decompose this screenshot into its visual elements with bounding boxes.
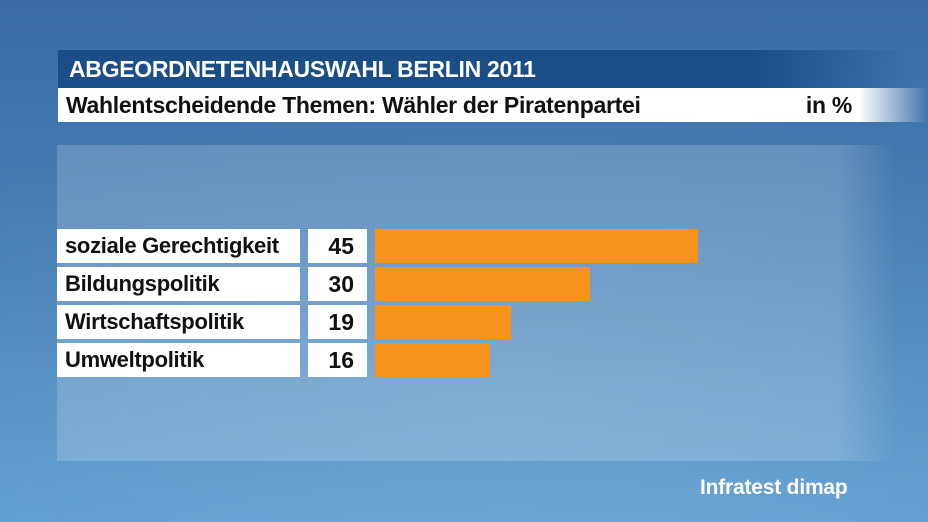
category-label: soziale Gerechtigkeit — [57, 229, 300, 263]
header-subtitle-bar: Wahlentscheidende Themen: Wähler der Pir… — [58, 88, 928, 122]
source-credit: Infratest dimap — [700, 476, 848, 499]
category-label: Wirtschaftspolitik — [57, 305, 300, 339]
value-label: 19 — [308, 305, 367, 339]
bar — [375, 267, 590, 301]
header-title-bar: ABGEORDNETENHAUSWAHL BERLIN 2011 — [58, 50, 928, 88]
category-label: Umweltpolitik — [57, 343, 300, 377]
value-label: 30 — [308, 267, 367, 301]
chart-row: Wirtschaftspolitik 19 — [57, 305, 698, 339]
unit-label: in % — [805, 92, 852, 118]
chart-subtitle: Wahlentscheidende Themen: Wähler der Pir… — [66, 92, 641, 118]
chart-panel — [57, 145, 895, 461]
bar — [375, 343, 490, 377]
category-label: Bildungspolitik — [57, 267, 300, 301]
chart-row: Umweltpolitik 16 — [57, 343, 698, 377]
bar — [375, 229, 698, 263]
bar — [375, 305, 511, 339]
chart-row: soziale Gerechtigkeit 45 — [57, 229, 698, 263]
value-label: 45 — [308, 229, 367, 263]
page-title: ABGEORDNETENHAUSWAHL BERLIN 2011 — [69, 56, 536, 82]
value-label: 16 — [308, 343, 367, 377]
chart-rows: soziale Gerechtigkeit 45 Bildungspolitik… — [57, 229, 698, 381]
chart-row: Bildungspolitik 30 — [57, 267, 698, 301]
